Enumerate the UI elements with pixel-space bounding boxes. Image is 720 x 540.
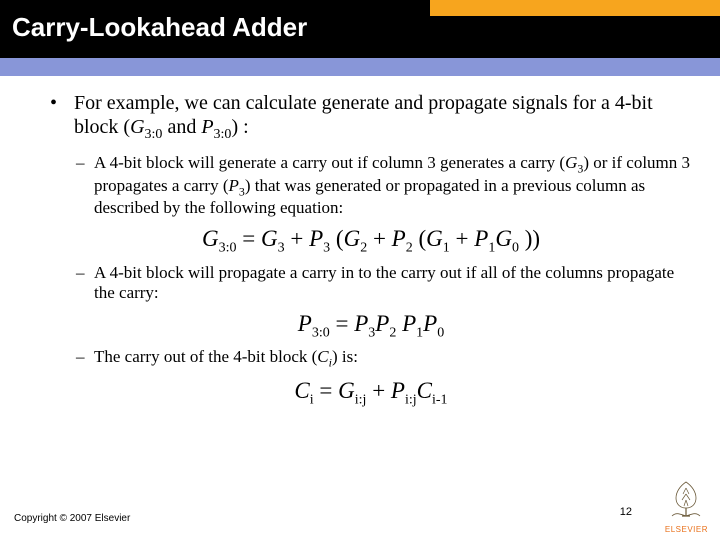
eq2-c: P bbox=[402, 311, 416, 336]
eq2-eq: = bbox=[330, 311, 354, 336]
eq3-p: P bbox=[391, 378, 405, 403]
eq1-eq: = bbox=[236, 226, 260, 251]
eq1-t1s: 3 bbox=[278, 241, 285, 256]
bullet-sub-2: A 4-bit block will propagate a carry in … bbox=[46, 263, 696, 303]
eq1-t4s: 2 bbox=[406, 241, 413, 256]
bullet-sub-1: A 4-bit block will generate a carry out … bbox=[46, 153, 696, 218]
eq1-p2: + bbox=[367, 226, 391, 251]
eq3-ps: i:j bbox=[405, 392, 417, 407]
sub3-c: C bbox=[317, 347, 328, 366]
logo-text: ELSEVIER bbox=[665, 525, 708, 534]
sym-P-sub: 3:0 bbox=[214, 127, 232, 142]
eq1-lhs-sub: 3:0 bbox=[219, 241, 237, 256]
elsevier-logo: ELSEVIER bbox=[665, 480, 708, 534]
eq3-eq: = bbox=[314, 378, 338, 403]
eq3-cs: i-1 bbox=[432, 392, 448, 407]
copyright-text: Copyright © 2007 Elsevier bbox=[14, 513, 130, 524]
sub3-pre: The carry out of the 4-bit block ( bbox=[94, 347, 317, 366]
eq3-gs: i:j bbox=[355, 392, 367, 407]
eq2-lhs-sub: 3:0 bbox=[312, 325, 330, 340]
eq3-plus: + bbox=[372, 378, 391, 403]
eq1-p3: + bbox=[450, 226, 474, 251]
eq3-g: G bbox=[338, 378, 355, 403]
eq1-t6: P bbox=[474, 226, 488, 251]
sub3-post: ) is: bbox=[332, 347, 358, 366]
header-accent-orange bbox=[430, 0, 720, 16]
equation-carryout: Ci = Gi:j + Pi:jCi-1 bbox=[46, 378, 696, 409]
eq1-t7: G bbox=[495, 226, 512, 251]
eq1-lhs: G bbox=[202, 226, 219, 251]
equation-generate: G3:0 = G3 + P3 (G2 + P2 (G1 + P1G0 )) bbox=[46, 226, 696, 257]
eq1-t7s: 0 bbox=[512, 241, 519, 256]
page-number: 12 bbox=[620, 506, 632, 518]
eq1-lp2: ( bbox=[418, 226, 426, 251]
sym-G: G bbox=[130, 116, 144, 138]
sub1-p: P bbox=[229, 176, 239, 195]
eq1-p1: + bbox=[285, 226, 309, 251]
equation-propagate: P3:0 = P3P2 P1P0 bbox=[46, 311, 696, 342]
eq1-t4: P bbox=[392, 226, 406, 251]
header-accent-blue bbox=[0, 58, 720, 76]
eq1-t5s: 1 bbox=[443, 241, 450, 256]
sub1-g: G bbox=[565, 153, 577, 172]
sub1-pre: A 4-bit block will generate a carry out … bbox=[94, 153, 565, 172]
eq1-t1: G bbox=[261, 226, 278, 251]
eq1-rp: )) bbox=[525, 226, 540, 251]
eq1-lp1: ( bbox=[336, 226, 344, 251]
sym-G-sub: 3:0 bbox=[145, 127, 163, 142]
bullet-text-post: ) : bbox=[231, 116, 248, 138]
eq2-ds: 0 bbox=[437, 325, 444, 340]
sym-P: P bbox=[201, 116, 213, 138]
bullet-text-and: and bbox=[162, 116, 201, 138]
slide-title: Carry-Lookahead Adder bbox=[12, 12, 307, 43]
slide-content: For example, we can calculate generate a… bbox=[46, 92, 696, 414]
eq3-c: C bbox=[417, 378, 432, 403]
eq3-lhs: C bbox=[294, 378, 309, 403]
eq2-b: P bbox=[375, 311, 389, 336]
bullet-sub-3: The carry out of the 4-bit block (Ci) is… bbox=[46, 347, 696, 369]
eq1-t5: G bbox=[426, 226, 443, 251]
eq1-t3: G bbox=[344, 226, 361, 251]
slide-header: Carry-Lookahead Adder bbox=[0, 0, 720, 64]
eq2-lhs: P bbox=[298, 311, 312, 336]
bullet-main: For example, we can calculate generate a… bbox=[46, 92, 696, 143]
tree-icon bbox=[666, 480, 706, 518]
eq2-a: P bbox=[354, 311, 368, 336]
eq2-d: P bbox=[423, 311, 437, 336]
eq1-t2: P bbox=[309, 226, 323, 251]
